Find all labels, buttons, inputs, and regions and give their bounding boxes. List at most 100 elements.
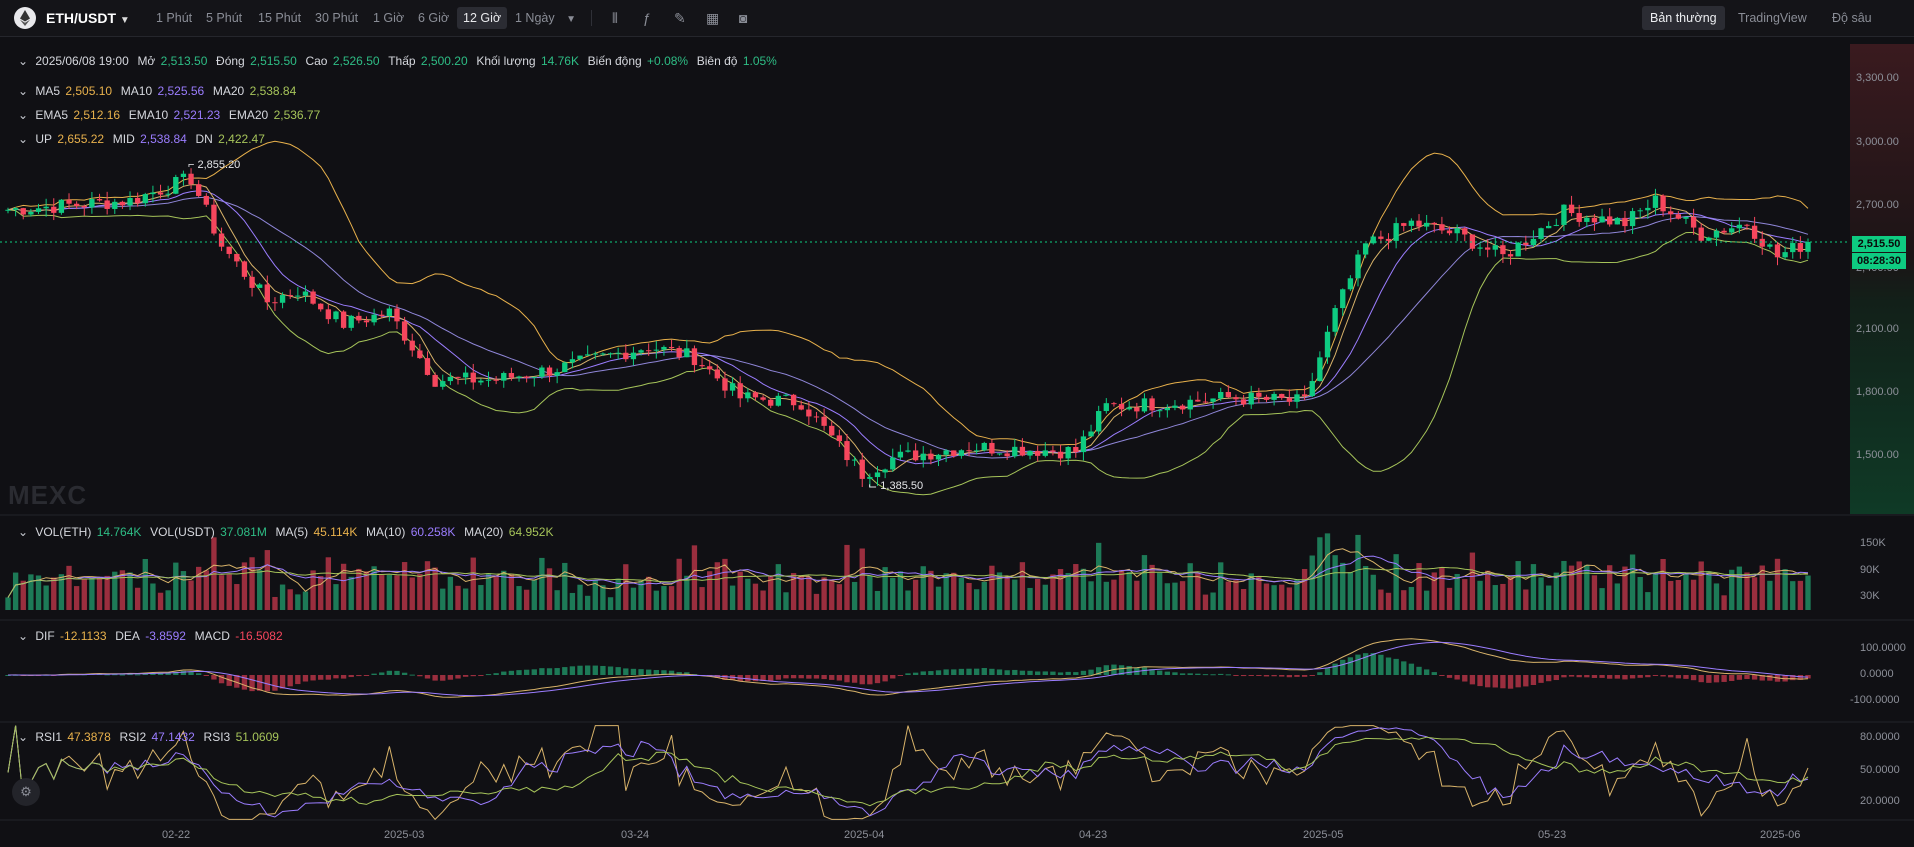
ema-legend: ⌄ EMA5 2,512.16 EMA10 2,521.23 EMA20 2,5… [18,108,322,122]
macd-histogram-bar [1294,675,1300,677]
candle-body [516,376,522,378]
candle-body [508,373,515,378]
candle-body [1263,396,1270,400]
macd-histogram-bar [996,669,1003,675]
chevron-down-icon[interactable]: ⌄ [18,132,29,146]
candle-body [1362,243,1369,255]
interval-1d[interactable]: 1 Ngày ▼ [515,0,576,36]
draw-icon[interactable]: ✎ [674,10,686,26]
macd-histogram-bar [1500,675,1506,689]
macd-histogram-bar [432,675,438,681]
candle-body [401,321,408,341]
macd-histogram-bar [1614,675,1620,679]
macd-histogram-bar [1637,675,1643,678]
candle-body [1057,451,1064,459]
macd-histogram-bar [790,675,797,679]
volume-bar [417,574,423,610]
candle-body [676,348,682,358]
macd-histogram-bar [394,670,400,675]
candle-body [1240,399,1247,405]
time-tick: 2025-04 [844,829,885,841]
volume-bar [333,584,339,610]
indicator-icon[interactable]: ⫴ [612,10,618,26]
tab-tradingview[interactable]: TradingView [1738,11,1807,25]
candle-body [790,394,797,406]
candle-body [684,348,690,358]
pair-selector[interactable]: ETH/USDT ▼ [46,0,130,36]
interval-12h[interactable]: 12 Giờ [457,7,508,29]
candle-body [493,379,499,381]
vol-eth-value: 14.764K [96,525,142,539]
candle-body [1019,446,1026,456]
volume-bar [1553,572,1559,610]
volume-bar [1393,554,1399,610]
volume-bar [653,590,659,610]
candle-body [623,352,629,360]
tab-standard[interactable]: Bản thường [1642,6,1725,30]
candle-body [43,206,49,209]
volume-bar [844,544,850,610]
macd-histogram-bar [1393,658,1399,675]
candle-body [249,276,255,288]
volume-bar [1385,592,1392,610]
chevron-down-icon[interactable]: ⌄ [18,54,29,68]
interval-1h[interactable]: 1 Giờ [373,11,405,25]
volume-bar [699,587,705,610]
chevron-down-icon[interactable]: ⌄ [18,629,29,643]
interval-5m[interactable]: 5 Phút [206,11,243,25]
ema5-value: 2,512.16 [73,108,121,122]
volume-bar [386,574,393,610]
tab-depth[interactable]: Độ sâu [1832,11,1872,25]
macd-histogram-bar [1065,671,1071,675]
volume-bar [981,581,987,610]
volume-bar [234,584,240,610]
interval-30m[interactable]: 30 Phút [315,11,359,25]
camera-icon[interactable]: ◙ [739,10,748,26]
macd-histogram-bar [218,675,225,684]
volume-bar [829,580,835,610]
candle-body [699,365,705,367]
macd-histogram-bar [943,669,949,675]
macd-histogram-bar [958,668,965,675]
macd-histogram-bar [1042,671,1048,675]
time-tick: 03-24 [621,829,650,841]
candle-body [1096,411,1102,432]
macd-histogram-bar [912,672,919,675]
macd-histogram-bar [134,674,141,676]
layout-icon[interactable]: ▦ [706,10,720,26]
macd-histogram-bar [1553,675,1559,681]
candle-body [1225,392,1232,398]
macd-histogram-bar [180,670,187,675]
candle-body [1683,216,1689,219]
macd-histogram-bar [295,675,301,685]
candle-body [607,353,614,355]
volume-bar [203,570,209,610]
volume-bar [432,567,438,610]
candle-body [432,374,438,387]
chart-settings-button[interactable]: ⚙ [12,778,40,806]
interval-1m[interactable]: 1 Phút [156,11,193,25]
candle-body [966,450,972,452]
volume-bar [58,574,65,610]
candle-body [1713,230,1720,238]
interval-6h[interactable]: 6 Giờ [418,11,450,25]
volume-bar [1134,580,1140,610]
interval-15m[interactable]: 15 Phút [258,11,302,25]
macd-histogram-bar [1767,675,1773,681]
candle-body [485,379,492,381]
volume-bar [1530,564,1537,610]
chevron-down-icon[interactable]: ⌄ [18,525,29,539]
formula-icon[interactable]: ƒ [643,10,651,26]
volume-bar [1263,583,1270,610]
volume-bar [684,575,690,610]
chevron-down-icon[interactable]: ⌄ [18,84,29,98]
candle-body [89,199,95,208]
chevron-down-icon[interactable]: ⌄ [18,730,29,744]
chevron-down-icon[interactable]: ⌄ [18,108,29,122]
vol-usdt-value: 37.081M [220,525,267,539]
candle-body [1233,397,1239,400]
price-tick: 1,800.00 [1856,386,1899,398]
candle-body [1538,228,1544,239]
volume-bar [1668,580,1674,610]
